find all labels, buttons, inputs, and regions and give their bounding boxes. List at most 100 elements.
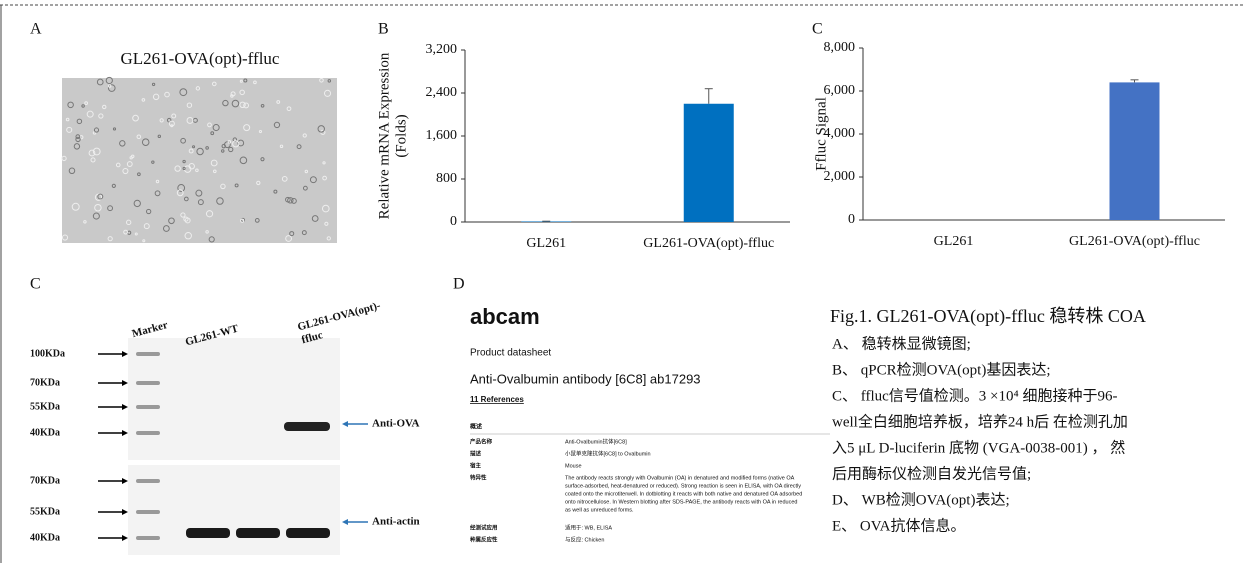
caption-line: D、 WB检测OVA(opt)表达; bbox=[832, 491, 1010, 508]
cell bbox=[220, 183, 226, 190]
cell bbox=[279, 144, 284, 149]
cell bbox=[289, 231, 295, 237]
arrow-head bbox=[122, 380, 128, 386]
cell bbox=[97, 193, 104, 200]
cell bbox=[137, 172, 141, 177]
cell bbox=[151, 160, 155, 164]
cell bbox=[92, 147, 101, 156]
cell bbox=[93, 127, 100, 133]
cell bbox=[183, 216, 189, 222]
row-key: 特异性 bbox=[470, 473, 487, 481]
row-value: 小鼠单克隆抗体[6C8] to Ovalbumin bbox=[565, 449, 651, 457]
cell bbox=[112, 127, 117, 131]
cell bbox=[107, 236, 113, 242]
lane-label: GL261-OVA(opt)- bbox=[296, 300, 382, 334]
cell bbox=[168, 120, 175, 127]
ladder-band bbox=[136, 479, 160, 483]
cell bbox=[111, 183, 116, 188]
y-tick-label: 800 bbox=[436, 171, 457, 186]
cell bbox=[221, 143, 226, 149]
section: 概述 bbox=[470, 423, 482, 431]
cell bbox=[309, 176, 317, 184]
ladder-band bbox=[136, 352, 160, 356]
cell bbox=[256, 180, 261, 186]
ladder-band bbox=[136, 510, 160, 514]
cell bbox=[96, 78, 104, 86]
cell bbox=[196, 147, 204, 156]
logo: abcam bbox=[470, 304, 540, 329]
cell bbox=[216, 197, 224, 205]
caption-line: B、 qPCR检测OVA(opt)基因表达; bbox=[832, 361, 1051, 378]
x-tick-label: GL261 bbox=[934, 234, 974, 249]
cell bbox=[224, 141, 231, 149]
row-value: 与反应: Chicken bbox=[565, 535, 604, 543]
cell bbox=[273, 121, 281, 129]
cell bbox=[152, 93, 160, 101]
y-tick-label: 1,600 bbox=[426, 128, 458, 143]
cell bbox=[188, 148, 194, 154]
cell bbox=[231, 99, 240, 108]
cell bbox=[166, 117, 172, 123]
cell bbox=[186, 117, 194, 124]
microscopy-image bbox=[61, 76, 337, 243]
row-key: 产品名称 bbox=[470, 437, 493, 445]
cell bbox=[141, 98, 146, 102]
cell bbox=[81, 104, 85, 108]
y-tick-label: 0 bbox=[450, 214, 457, 229]
row-key: 经测试应用 bbox=[470, 523, 498, 531]
cell bbox=[73, 143, 81, 150]
cell bbox=[273, 189, 278, 194]
cell bbox=[92, 212, 100, 220]
cell bbox=[207, 122, 212, 128]
cell bbox=[324, 221, 329, 226]
cell bbox=[260, 157, 265, 162]
cell bbox=[154, 190, 161, 197]
lane-label: Marker bbox=[131, 319, 170, 340]
cell bbox=[68, 167, 76, 175]
cell bbox=[143, 223, 150, 230]
bar bbox=[1109, 82, 1160, 221]
western-blot bbox=[128, 338, 340, 555]
cell bbox=[180, 212, 186, 218]
cell bbox=[230, 94, 234, 98]
cell bbox=[286, 106, 292, 112]
cell bbox=[132, 114, 139, 122]
cell bbox=[184, 231, 192, 240]
cell bbox=[243, 124, 251, 132]
cell bbox=[239, 156, 248, 165]
marker-label: 40KDa bbox=[30, 427, 60, 438]
row-value: onto nitrocellulose. In Western blotting… bbox=[565, 499, 797, 505]
cell bbox=[276, 100, 281, 104]
cell bbox=[195, 86, 201, 91]
cell bbox=[65, 117, 70, 122]
product-name: Anti-Ovalbumin antibody [6C8] ab17293 bbox=[470, 371, 701, 386]
cell bbox=[133, 199, 141, 208]
row-value: as well as unreduced forms. bbox=[565, 507, 634, 513]
cell bbox=[182, 166, 186, 171]
cell bbox=[253, 80, 257, 85]
arrow-head bbox=[122, 430, 128, 436]
cell bbox=[205, 230, 209, 234]
caption-line: A、 稳转株显微镜图; bbox=[832, 334, 971, 352]
cell bbox=[281, 176, 288, 182]
y-axis-label: Relative mRNA Expression bbox=[376, 52, 392, 219]
cell bbox=[302, 185, 308, 191]
cell bbox=[322, 161, 326, 165]
ladder-band bbox=[136, 431, 160, 435]
cell bbox=[107, 84, 116, 92]
arrow-head bbox=[122, 509, 128, 515]
cell bbox=[98, 113, 104, 119]
marker-label: 40KDa bbox=[30, 532, 60, 543]
marker-label: 100KDa bbox=[30, 348, 65, 359]
panel-label: C bbox=[30, 276, 41, 293]
cell bbox=[151, 82, 156, 87]
caption-line: well全白细胞培养板，培养24 h后 在检测孔加 bbox=[832, 412, 1128, 430]
cell bbox=[234, 183, 239, 188]
lane-label: ffluc bbox=[300, 329, 324, 346]
cell bbox=[105, 76, 113, 85]
cell bbox=[319, 78, 324, 83]
cell bbox=[90, 157, 96, 163]
x-tick-label: GL261 bbox=[526, 236, 566, 251]
band-label: Anti-actin bbox=[372, 516, 420, 528]
panel-label: A bbox=[30, 21, 42, 38]
